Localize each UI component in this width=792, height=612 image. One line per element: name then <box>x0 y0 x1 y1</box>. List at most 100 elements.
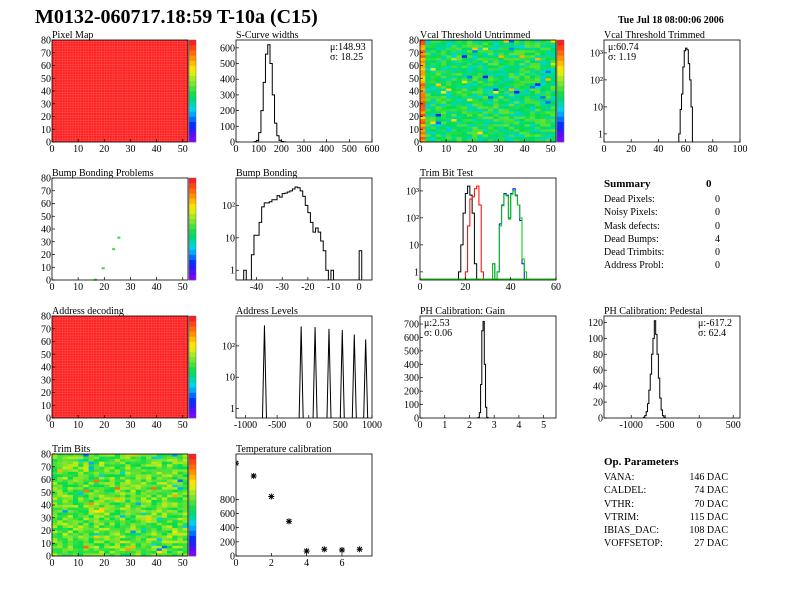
heatmap-cell <box>498 75 504 79</box>
y-tick-label: 40 <box>41 87 51 98</box>
heatmap-cell <box>420 45 426 48</box>
heatmap-cell <box>167 553 173 557</box>
plot-background <box>236 178 372 280</box>
heatmap-cell <box>130 533 136 536</box>
heatmap-cell <box>120 454 126 457</box>
heatmap-cell <box>182 474 189 478</box>
heatmap-cell <box>472 70 478 74</box>
heatmap-cell <box>177 471 184 475</box>
heatmap-cell <box>529 50 536 54</box>
colorbar-segment <box>189 126 196 133</box>
heatmap-cell <box>529 88 536 92</box>
heatmap-cell <box>440 60 447 64</box>
heatmap-cell <box>114 550 121 554</box>
heatmap-cell <box>451 85 457 89</box>
heatmap-cell <box>88 545 95 549</box>
heatmap-cell <box>440 91 447 94</box>
heatmap-cell <box>125 469 131 473</box>
x-tick-label: -500 <box>268 420 286 431</box>
heatmap-cell <box>425 96 431 99</box>
heatmap-cell <box>456 47 463 51</box>
heatmap-cell <box>99 474 105 478</box>
heatmap-cell <box>498 131 504 135</box>
heatmap-cell <box>550 113 557 117</box>
heatmap-cell <box>135 464 142 468</box>
heatmap-cell <box>52 459 58 462</box>
heatmap-cell <box>182 454 189 457</box>
heatmap-cell <box>535 113 541 117</box>
chart-title: Trim Bits <box>52 444 90 455</box>
heatmap-cell <box>93 510 100 513</box>
colorbar-segment <box>557 96 564 102</box>
heatmap-cell <box>104 527 110 531</box>
heatmap-cell <box>493 136 499 140</box>
heatmap-cell <box>167 517 173 521</box>
heatmap-cell <box>493 134 499 138</box>
heatmap-cell <box>550 93 557 97</box>
heatmap-cell <box>78 471 84 475</box>
colorbar-segment <box>557 40 564 46</box>
heatmap-cell <box>535 60 541 64</box>
heatmap-cell <box>167 487 173 490</box>
heatmap-cell <box>140 533 147 536</box>
heatmap-cell <box>83 489 89 493</box>
address-level-peak <box>339 330 345 418</box>
heatmap-cell <box>182 553 189 557</box>
heatmap-cell <box>435 40 442 43</box>
heatmap-cell <box>72 469 79 473</box>
heatmap-cell <box>161 474 168 478</box>
heatmap-cell <box>93 464 100 468</box>
x-tick-label: 80 <box>708 144 718 155</box>
heatmap-cell <box>451 80 457 84</box>
heatmap-cell <box>72 517 79 521</box>
heatmap-cell <box>52 454 58 457</box>
heatmap-cell <box>109 520 116 524</box>
y-tick-label: 20 <box>41 526 51 537</box>
heatmap-cell <box>493 139 499 143</box>
heatmap-cell <box>503 113 510 117</box>
heatmap-cell <box>120 505 126 508</box>
colorbar-segment <box>557 75 564 82</box>
heatmap-cell <box>493 113 499 117</box>
heatmap-cell <box>57 525 63 529</box>
heatmap-cell <box>78 482 84 485</box>
heatmap-cell <box>57 545 63 549</box>
heatmap-cell <box>140 487 147 490</box>
heatmap-cell <box>52 484 58 488</box>
heatmap-cell <box>167 502 173 506</box>
heatmap-cell <box>440 134 447 138</box>
heatmap-cell <box>88 461 95 465</box>
heatmap-cell <box>514 68 520 71</box>
stat-box-text: σ: 0.06 <box>424 328 452 339</box>
heatmap-cell <box>508 80 515 84</box>
heatmap-cell <box>545 96 552 99</box>
heatmap-cell <box>451 83 457 87</box>
heatmap-cell <box>135 553 142 557</box>
heatmap-cell <box>446 134 452 138</box>
heatmap-cell <box>456 91 463 94</box>
heatmap-cell <box>545 98 552 102</box>
chart-title: Bump Bonding Problems <box>52 168 154 179</box>
heatmap-cell <box>456 42 463 46</box>
heatmap-cell <box>430 121 436 125</box>
heatmap-cell <box>172 469 178 473</box>
heatmap-cell <box>88 510 95 513</box>
heatmap-cell <box>161 527 168 531</box>
histogram-series-0 <box>477 320 489 418</box>
heatmap-cell <box>57 510 63 513</box>
heatmap-cell <box>461 136 468 140</box>
heatmap-cell <box>482 55 489 59</box>
heatmap-cell <box>151 535 157 539</box>
heatmap-cell <box>52 527 58 531</box>
param-value: 70 DAC <box>694 498 728 510</box>
heatmap-cell <box>99 522 105 526</box>
colorbar-segment <box>189 45 196 51</box>
heatmap-cell <box>508 113 515 117</box>
heatmap-cell <box>440 131 447 135</box>
plot-frame <box>235 315 373 419</box>
heatmap-cell <box>130 545 136 549</box>
heatmap-cell <box>120 533 126 536</box>
colorbar-segment <box>557 111 564 117</box>
heatmap-cell <box>493 70 499 74</box>
